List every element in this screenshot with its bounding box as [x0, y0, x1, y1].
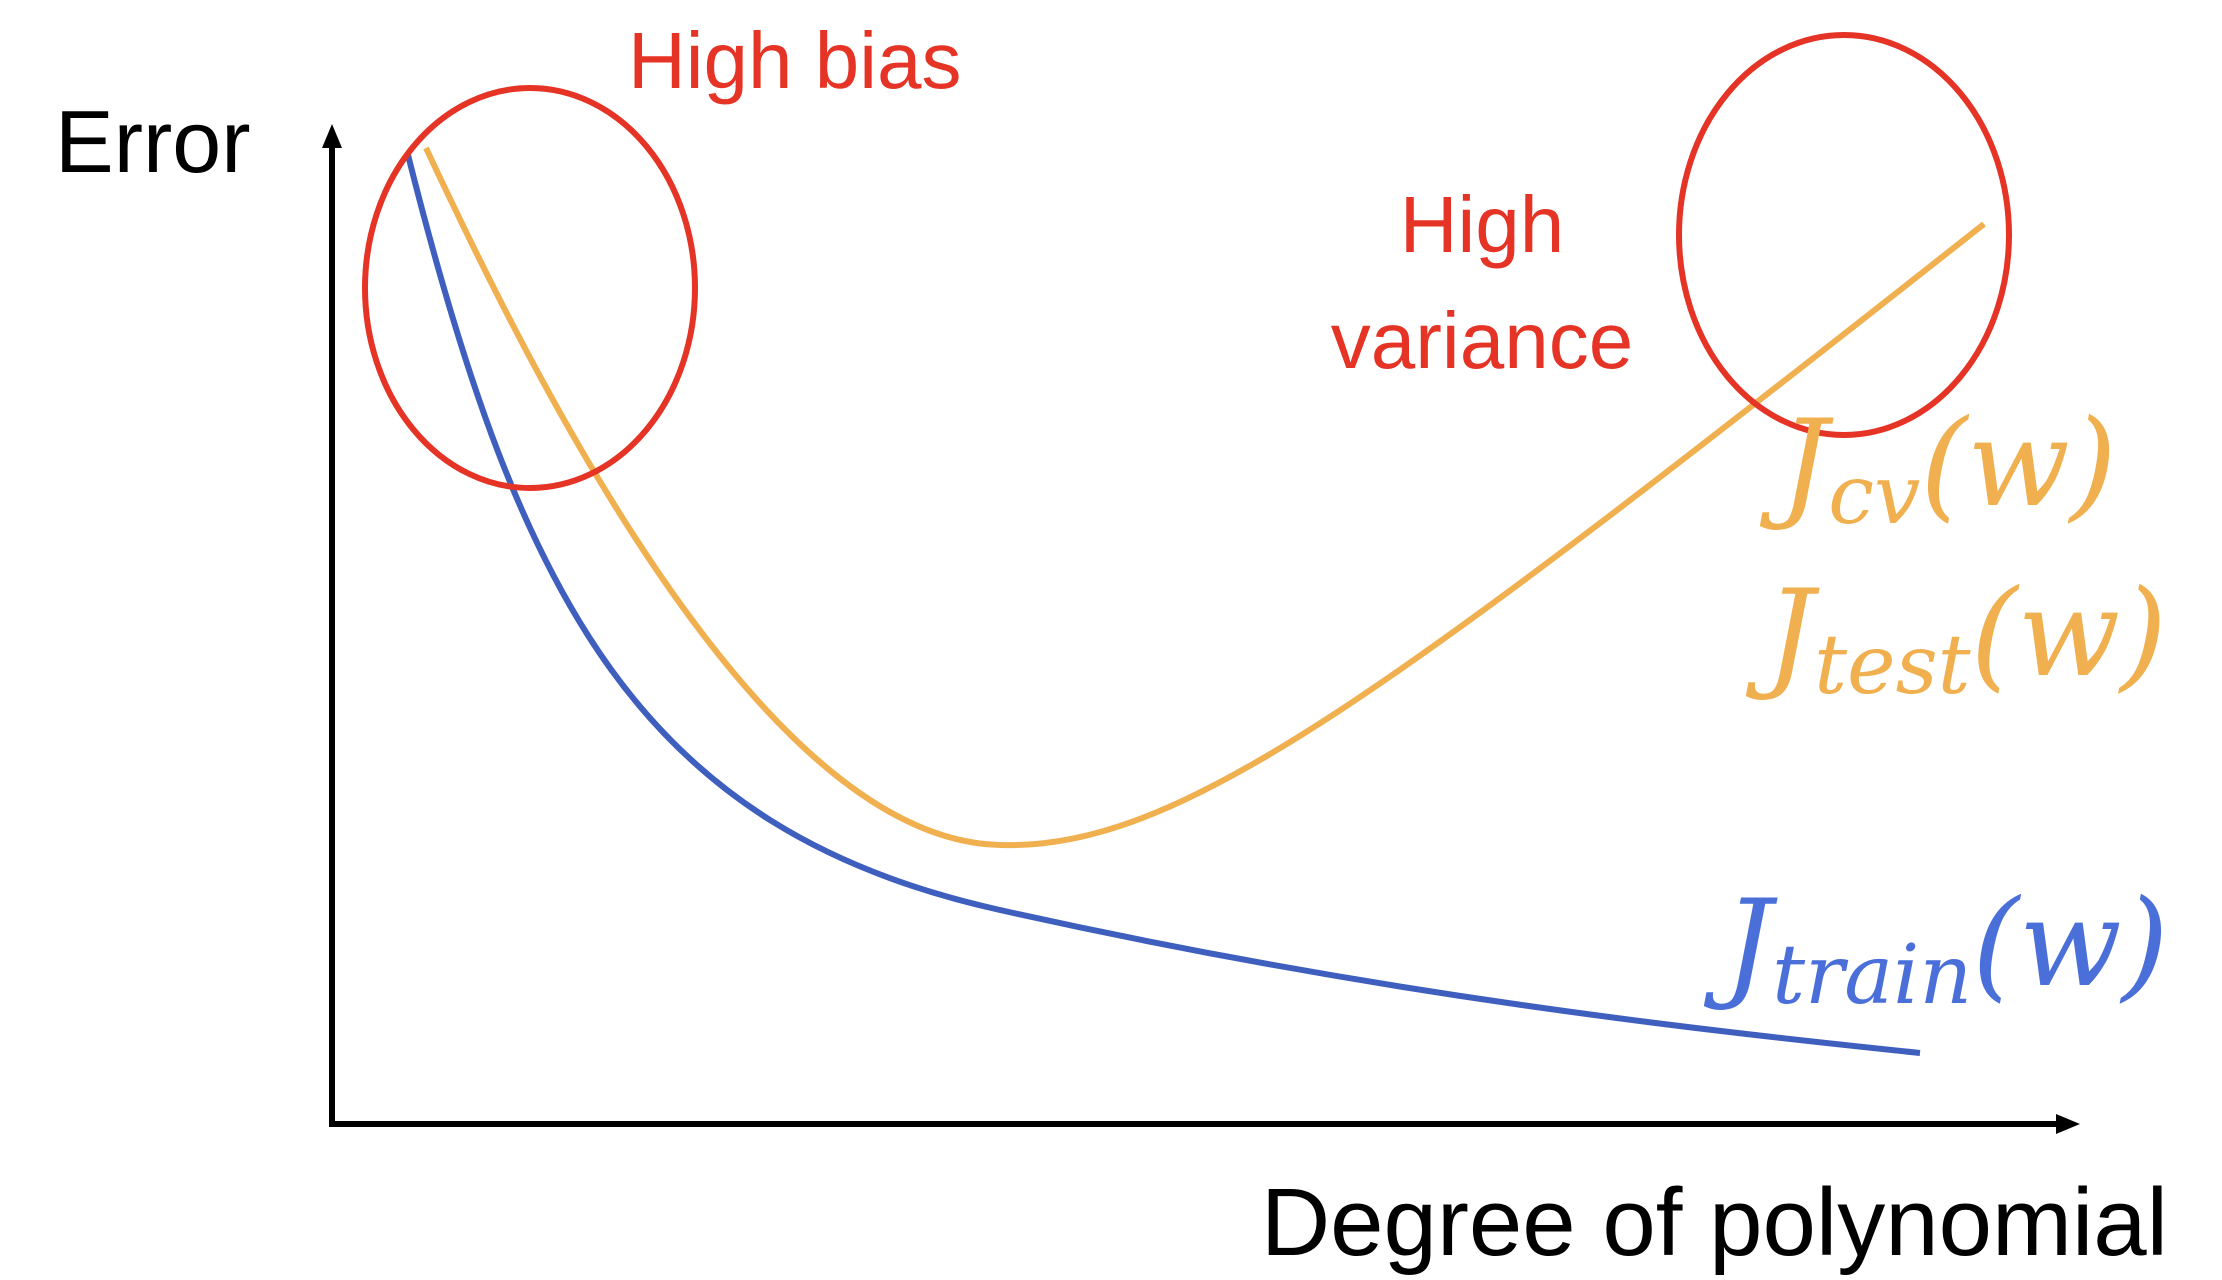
train-label-arg: (w) [1972, 875, 2168, 1014]
test-label-sub: test [1814, 618, 1972, 713]
cv-test-error-curve [423, 146, 1986, 849]
train-label-main: J [1703, 875, 1778, 1014]
cv-label-sub: cv [1828, 448, 1920, 543]
test-curve-label: Jtest(w) [1745, 565, 2167, 713]
cv-label-arg: (w) [1920, 395, 2116, 534]
y-axis-label: Error [55, 92, 251, 191]
x-axis-label: Degree of polynomial [1261, 1169, 2168, 1276]
high-variance-annotation-line2: variance [1331, 296, 1633, 385]
high-variance-annotation-line1: High [1400, 180, 1565, 269]
train-label-sub: train [1772, 928, 1972, 1023]
train-curve-label: Jtrain(w) [1703, 875, 2169, 1023]
high-bias-annotation: High bias [628, 16, 962, 105]
x-axis-arrowhead [2056, 1114, 2080, 1134]
test-label-main: J [1745, 565, 1820, 704]
high-bias-circle [362, 85, 698, 491]
y-axis-arrowhead [322, 124, 342, 148]
cv-curve-label: Jcv(w) [1759, 395, 2117, 543]
train-error-curve [405, 154, 1921, 1056]
test-label-arg: (w) [1971, 565, 2167, 704]
axes [322, 124, 2080, 1134]
high-variance-circle [1676, 32, 2012, 438]
